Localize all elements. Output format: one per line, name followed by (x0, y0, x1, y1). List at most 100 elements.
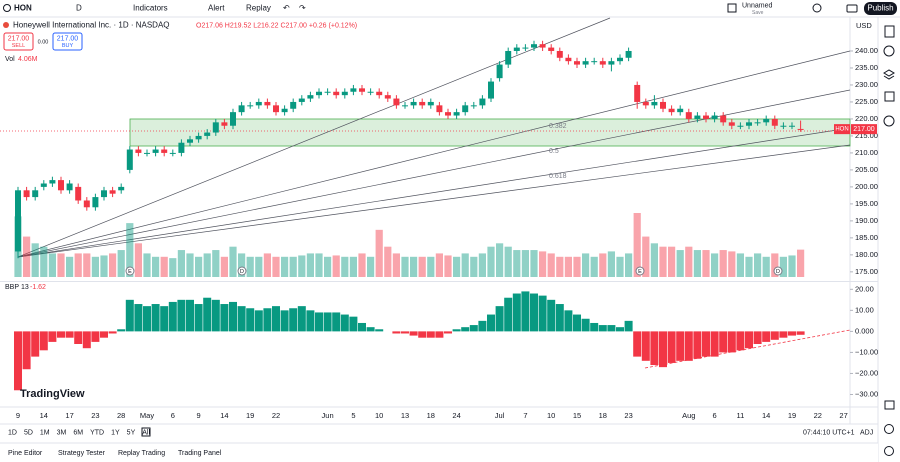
layout-name[interactable]: Unnamed (742, 2, 772, 9)
candle-body (685, 112, 692, 119)
sell-button[interactable] (3, 32, 34, 51)
chat-icon[interactable] (884, 400, 895, 410)
panel-tab[interactable]: Strategy Tester (58, 450, 106, 457)
buy-price[interactable]: 217.00 (57, 35, 79, 42)
bbp-bar (426, 331, 435, 338)
y-tick-label: 215.00 (855, 131, 878, 140)
x-tick-label: 17 (65, 411, 73, 420)
event-marker[interactable] (125, 266, 135, 276)
candle-body (608, 61, 615, 65)
volume-bar (788, 255, 796, 277)
range-button[interactable]: 1M (40, 429, 50, 436)
range-button[interactable]: 3M (57, 429, 67, 436)
range-button[interactable]: 6M (73, 429, 83, 436)
event-marker[interactable] (773, 266, 783, 276)
sell-price[interactable]: 217.00 (8, 35, 30, 42)
help-icon[interactable] (884, 446, 894, 456)
watchlist-icon[interactable] (884, 25, 895, 38)
range-button[interactable]: All (142, 429, 150, 436)
spread: 0.00 (38, 39, 49, 45)
ideas-icon[interactable] (883, 115, 895, 127)
candle-body (771, 118, 778, 126)
bbp-bar (693, 331, 702, 359)
range-button[interactable]: YTD (90, 429, 104, 436)
candle-body (677, 108, 684, 113)
buy-label[interactable]: BUY (62, 43, 74, 49)
range-button[interactable]: 5Y (127, 429, 136, 436)
bbp-bar (143, 306, 151, 332)
replay-button[interactable]: Replay (246, 4, 271, 13)
volume-bar (126, 223, 134, 277)
indicators-button[interactable]: Indicators (133, 4, 168, 13)
publish-button[interactable] (864, 2, 897, 15)
volume-bar (779, 256, 787, 277)
event-label[interactable]: D (776, 269, 780, 275)
alert-button[interactable]: Alert (208, 4, 225, 13)
panel-tab[interactable]: Replay Trading (118, 450, 165, 457)
volume-bar (728, 251, 736, 277)
bbp-bar (246, 308, 255, 332)
currency: USD (856, 21, 872, 30)
panel-tab[interactable]: Trading Panel (178, 450, 222, 457)
event-label[interactable]: D (240, 269, 244, 275)
volume-bar (186, 253, 194, 277)
range-button[interactable]: 5D (24, 429, 33, 436)
volume-bar (349, 256, 357, 277)
interval[interactable]: D (76, 4, 82, 13)
candle-body (32, 190, 39, 198)
bbp-bar (633, 331, 642, 357)
volume-bar (539, 251, 547, 277)
candle-body (135, 149, 142, 153)
candle-body (488, 81, 494, 99)
camera-icon[interactable] (846, 4, 858, 13)
x-tick-label: 6 (171, 411, 175, 420)
layers-icon[interactable] (883, 69, 895, 80)
volume-bar (306, 253, 314, 277)
settings-icon[interactable] (812, 3, 822, 13)
notify-icon[interactable] (884, 424, 894, 434)
range-button[interactable]: 1D (8, 429, 17, 436)
candle-body (324, 91, 331, 93)
volume-bar (177, 250, 185, 277)
candle-body (393, 98, 400, 106)
candle-body (187, 139, 193, 143)
date-range-icon[interactable] (141, 427, 151, 437)
candle-body (565, 57, 572, 62)
bbp-bar (555, 304, 564, 332)
search-icon[interactable] (3, 4, 11, 12)
y-tick-label: 230.00 (855, 80, 878, 89)
y-tick-label: 175.00 (855, 267, 878, 276)
x-tick-label: 23 (91, 411, 99, 420)
buy-button[interactable] (52, 32, 83, 51)
calendar-icon[interactable] (884, 91, 895, 102)
bbp-bar (31, 331, 40, 357)
y-tick-label: 200.00 (855, 182, 878, 191)
fan-line (17, 89, 851, 258)
panel-tab[interactable]: Pine Editor (8, 450, 43, 457)
event-label[interactable]: E (128, 269, 132, 275)
volume-bar (496, 243, 504, 277)
volume-bar (315, 253, 323, 277)
redo[interactable]: ↷ (299, 4, 306, 13)
bbp-bar (727, 331, 736, 353)
range-button[interactable]: 1Y (111, 429, 120, 436)
event-label[interactable]: E (638, 269, 642, 275)
bbp-bar (762, 331, 771, 342)
publish-label[interactable]: Publish (867, 4, 893, 13)
symbol[interactable]: HON (14, 4, 32, 13)
bbp-bar (624, 320, 633, 332)
volume-bar (324, 256, 332, 277)
undo[interactable]: ↶ (283, 4, 290, 13)
bbp-bar (375, 329, 384, 332)
y-tick-label: 10.00 (855, 305, 874, 314)
event-marker[interactable] (237, 266, 247, 276)
bbp-bar (14, 331, 22, 391)
adj-button[interactable]: ADJ (860, 429, 873, 436)
x-tick-label: 14 (762, 411, 770, 420)
alerts-icon[interactable] (883, 45, 895, 57)
sell-label[interactable]: SELL (12, 43, 25, 49)
bbp-bar (469, 325, 478, 332)
event-marker[interactable] (635, 266, 645, 276)
